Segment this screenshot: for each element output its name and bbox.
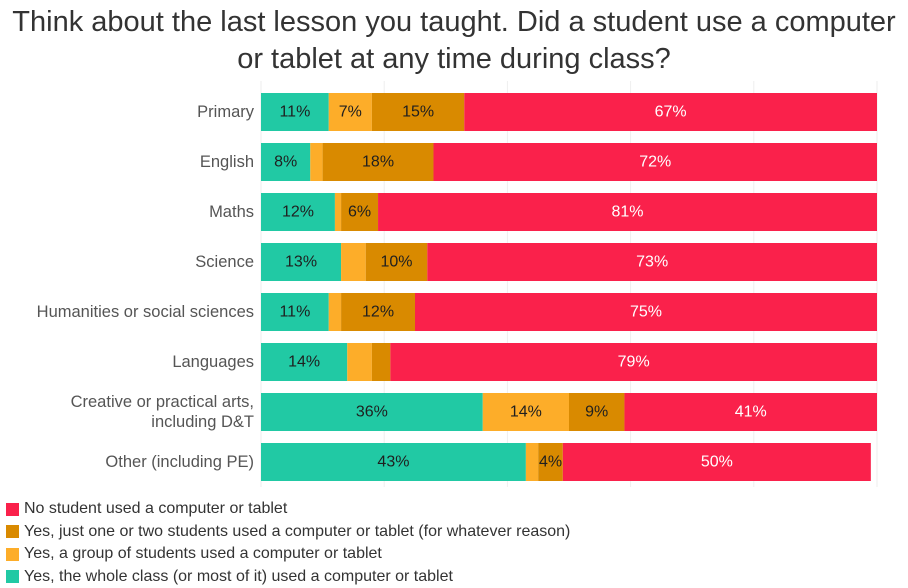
category-label: English (200, 153, 254, 171)
bar-segment (335, 193, 341, 231)
data-label: 8% (274, 154, 297, 171)
legend-swatch (6, 548, 19, 561)
bar-segment (526, 443, 538, 481)
legend-label: No student used a computer or tablet (24, 500, 287, 518)
category-label: Humanities or social sciences (37, 303, 254, 321)
bar-segment (310, 143, 322, 181)
category-label: Primary (197, 103, 255, 121)
bar-segment (347, 343, 372, 381)
data-label: 14% (510, 404, 542, 421)
data-label: 81% (612, 204, 644, 221)
legend-label: Yes, just one or two students used a com… (24, 523, 570, 541)
data-label: 6% (348, 204, 371, 221)
data-label: 36% (356, 404, 388, 421)
legend-item: Yes, just one or two students used a com… (6, 521, 570, 544)
data-label: 14% (288, 354, 320, 371)
data-label: 9% (585, 404, 608, 421)
data-label: 12% (362, 304, 394, 321)
data-label: 75% (630, 304, 662, 321)
data-label: 4% (539, 454, 562, 471)
data-label: 41% (735, 404, 767, 421)
bar-segment (372, 343, 390, 381)
data-label: 10% (381, 254, 413, 271)
data-label: 73% (636, 254, 668, 271)
data-label: 13% (285, 254, 317, 271)
data-label: 67% (655, 104, 687, 121)
legend-swatch (6, 525, 19, 538)
legend-label: Yes, the whole class (or most of it) use… (24, 568, 453, 586)
category-label: Maths (209, 203, 254, 221)
stacked-bar-chart: Primary 11% 7% 15% 67% English 8% 18% 72% Maths 12… (0, 0, 908, 495)
category-label: Creative or practical arts, (71, 393, 254, 411)
data-label: 72% (639, 154, 671, 171)
data-label: 18% (362, 154, 394, 171)
category-label: Other (including PE) (105, 453, 254, 471)
data-label: 12% (282, 204, 314, 221)
data-label: 50% (701, 454, 733, 471)
legend-item: No student used a computer or tablet (6, 498, 570, 521)
data-label: 43% (377, 454, 409, 471)
data-label: 15% (402, 104, 434, 121)
data-label: 11% (279, 304, 310, 321)
legend-swatch (6, 570, 19, 583)
bar-segment (329, 293, 341, 331)
legend-item: Yes, a group of students used a computer… (6, 543, 570, 566)
data-label: 79% (618, 354, 650, 371)
legend-label: Yes, a group of students used a computer… (24, 545, 382, 563)
legend-swatch (6, 503, 19, 516)
category-label: Science (195, 253, 254, 271)
data-label: 11% (279, 104, 310, 121)
category-label: Languages (172, 353, 254, 371)
bar-segment (341, 243, 366, 281)
data-label: 7% (339, 104, 362, 121)
chart-legend: No student used a computer or tablet Yes,… (6, 498, 570, 588)
category-label: including D&T (151, 413, 254, 431)
